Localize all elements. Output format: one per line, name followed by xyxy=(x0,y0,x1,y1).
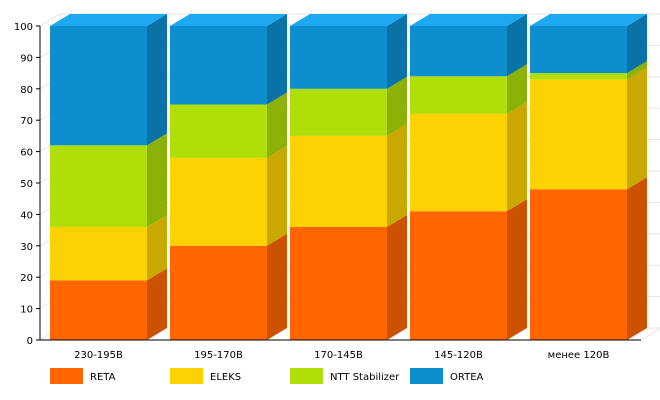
bar-front xyxy=(410,26,507,77)
bar-side xyxy=(627,177,647,340)
legend-label: ORTEA xyxy=(450,372,484,383)
bar-segment xyxy=(170,92,287,158)
y-tick-label: 50 xyxy=(20,179,33,190)
bar-segment xyxy=(170,145,287,246)
y-tick-label: 0 xyxy=(27,336,33,347)
bar-front xyxy=(530,26,627,74)
bar-top xyxy=(530,14,647,26)
y-tick-label: 60 xyxy=(20,148,33,159)
bar-front xyxy=(170,26,267,105)
bars xyxy=(50,14,647,340)
legend-item: ORTEA xyxy=(410,368,484,384)
bar-front xyxy=(50,26,147,146)
x-category-label: менее 120В xyxy=(548,350,610,361)
x-category-label: 145-120В xyxy=(434,350,483,361)
y-tick-label: 20 xyxy=(20,273,33,284)
bar-front xyxy=(290,88,387,136)
y-tick-label: 80 xyxy=(20,85,33,96)
bar-front xyxy=(50,145,147,227)
legend-swatch xyxy=(290,368,323,384)
legend: RETA ELEKS NTT Stabilizer ORTEA xyxy=(50,368,484,384)
bar-top xyxy=(290,14,407,26)
bar-segment xyxy=(410,199,527,340)
y-tick-label: 30 xyxy=(20,242,33,253)
bar-segment xyxy=(170,14,287,105)
bar-side xyxy=(627,67,647,190)
bar-side xyxy=(147,133,167,227)
bar-segment xyxy=(50,268,167,340)
bar-front xyxy=(290,226,387,340)
legend-swatch xyxy=(410,368,443,384)
bar-side xyxy=(267,145,287,246)
bar-side xyxy=(147,14,167,146)
bar-segment xyxy=(410,64,527,114)
bar-front xyxy=(170,104,267,158)
bar-front xyxy=(170,245,267,340)
y-tick-label: 100 xyxy=(14,22,33,33)
bar-side xyxy=(507,14,527,77)
bar-top xyxy=(410,14,527,26)
bar-side xyxy=(507,64,527,114)
bar-side xyxy=(387,14,407,89)
bar-segment xyxy=(530,177,647,340)
bar-front xyxy=(530,189,627,340)
bar-segment xyxy=(410,14,527,77)
bar-front xyxy=(170,157,267,246)
bar-front xyxy=(530,79,627,190)
legend-label: ELEKS xyxy=(210,372,241,383)
bar-side xyxy=(267,14,287,105)
bar-front xyxy=(530,73,627,80)
bar-segment xyxy=(410,101,527,212)
bar-segment xyxy=(170,233,287,340)
legend-swatch xyxy=(170,368,203,384)
bar-segment xyxy=(290,214,407,340)
bar-front xyxy=(290,26,387,89)
x-category-label: 170-145В xyxy=(314,350,363,361)
bar-front xyxy=(50,226,147,281)
bar-segment xyxy=(290,76,407,136)
x-category-label: 230-195В xyxy=(74,350,123,361)
legend-item: RETA xyxy=(50,368,116,384)
legend-item: ELEKS xyxy=(170,368,241,384)
bar-side xyxy=(387,214,407,340)
bar-front xyxy=(410,76,507,114)
legend-label: NTT Stabilizer xyxy=(330,372,400,383)
x-axis: 230-195В 195-170В 170-145В 145-120В менее 12… xyxy=(40,339,641,361)
bar-segment xyxy=(290,123,407,227)
bar-side xyxy=(267,92,287,158)
bar-segment xyxy=(530,14,647,74)
y-tick-label: 10 xyxy=(20,305,33,316)
bar-top xyxy=(50,14,167,26)
y-tick-label: 70 xyxy=(20,116,33,127)
bar-side xyxy=(387,123,407,227)
bar-side xyxy=(387,76,407,136)
bar-front xyxy=(410,113,507,212)
bar-front xyxy=(410,211,507,340)
y-axis: 0 10 20 30 40 50 60 70 80 90 100 xyxy=(14,22,41,347)
x-category-label: 195-170В xyxy=(194,350,243,361)
bar-side xyxy=(627,14,647,74)
y-tick-label: 40 xyxy=(20,210,33,221)
legend-item: NTT Stabilizer xyxy=(290,368,400,384)
bar-segment xyxy=(50,214,167,281)
bar-side xyxy=(267,233,287,340)
legend-swatch xyxy=(50,368,83,384)
bar-side xyxy=(147,214,167,281)
bar-side xyxy=(507,101,527,212)
bar-segment xyxy=(50,133,167,227)
bar-segment xyxy=(530,67,647,190)
bar-top xyxy=(170,14,287,26)
bar-side xyxy=(147,268,167,340)
bar-segment xyxy=(530,61,647,80)
bar-side xyxy=(627,61,647,80)
bar-side xyxy=(507,199,527,340)
bar-segment xyxy=(50,14,167,146)
bar-segment xyxy=(290,14,407,89)
bar-front xyxy=(290,135,387,227)
y-tick-label: 90 xyxy=(20,53,33,64)
legend-label: RETA xyxy=(90,372,116,383)
bar-front xyxy=(50,280,147,340)
